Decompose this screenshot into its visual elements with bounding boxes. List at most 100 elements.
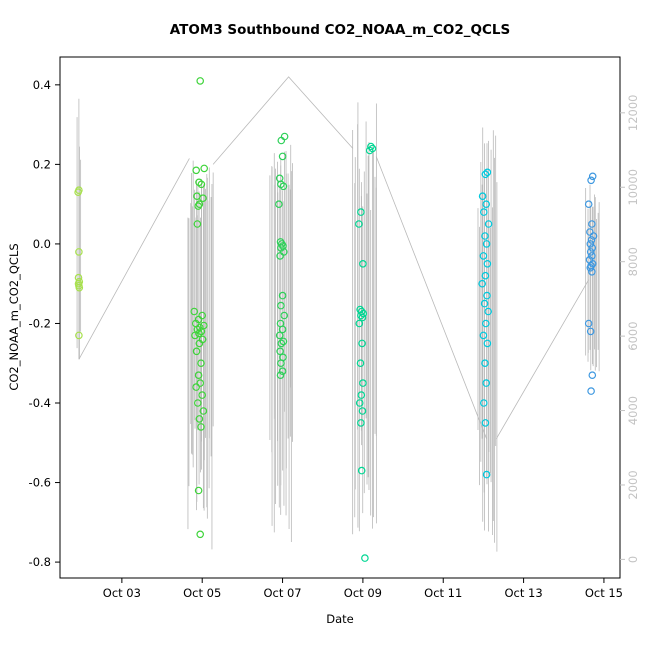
x-tick-label: Oct 05 <box>183 586 221 600</box>
data-point <box>194 399 202 407</box>
data-point <box>355 220 363 228</box>
data-point <box>356 359 365 368</box>
altitude-trace <box>212 76 354 165</box>
data-point <box>277 359 285 368</box>
data-point <box>195 329 203 338</box>
data-point <box>193 220 202 228</box>
data-point <box>197 423 205 431</box>
data-point <box>481 170 490 179</box>
data-point <box>280 311 289 320</box>
data-point <box>588 259 597 268</box>
data-point <box>484 220 493 228</box>
data-point <box>357 419 365 427</box>
data-point <box>588 267 596 276</box>
data-point <box>586 327 595 336</box>
data-point <box>367 142 375 151</box>
data-point <box>197 180 206 189</box>
data-point <box>192 166 201 175</box>
data-point <box>278 367 287 376</box>
y2-tick-label: 0 <box>626 556 640 563</box>
data-point <box>361 554 369 562</box>
data-point <box>483 291 491 300</box>
data-point <box>483 339 492 348</box>
data-point <box>275 200 283 209</box>
data-point <box>586 263 595 272</box>
data-point <box>195 178 203 187</box>
data-point <box>586 248 595 256</box>
data-point <box>586 240 595 248</box>
data-point <box>277 301 285 310</box>
data-point <box>197 327 206 336</box>
data-point <box>276 371 285 380</box>
data-point <box>365 146 374 155</box>
data-point <box>588 252 596 260</box>
data-point <box>75 331 83 340</box>
x-tick-label: Oct 09 <box>344 586 382 600</box>
altitude-trace <box>78 98 190 360</box>
x-tick-label: Oct 13 <box>504 586 542 600</box>
data-point <box>357 391 366 399</box>
data-point <box>196 379 205 387</box>
data-point <box>355 399 364 407</box>
data-point <box>191 331 199 340</box>
data-point <box>196 530 205 539</box>
data-point <box>278 291 287 300</box>
data-point <box>276 347 284 356</box>
y-tick-label: -0.8 <box>29 555 51 569</box>
data-point <box>482 470 491 479</box>
data-point <box>357 208 365 216</box>
data-point <box>587 176 595 185</box>
data-point <box>355 319 364 328</box>
data-point <box>190 307 199 316</box>
x-tick-label: Oct 15 <box>585 586 623 600</box>
data-point <box>200 164 209 173</box>
altitude-trace <box>375 156 487 439</box>
y-axis-label: CO2_NOAA_m_CO2_QCLS <box>7 243 21 391</box>
y2-tick-label: 4000 <box>626 396 640 425</box>
data-point <box>194 202 203 210</box>
data-point <box>481 232 489 240</box>
data-point <box>74 188 82 197</box>
x-tick-label: Oct 03 <box>103 586 141 600</box>
y-tick-label: 0.4 <box>33 78 51 92</box>
y2-tick-label: 2000 <box>626 470 640 499</box>
altitude-trace <box>495 279 590 440</box>
data-point <box>481 419 490 427</box>
data-point <box>584 319 593 328</box>
data-point <box>479 252 488 260</box>
data-point <box>192 383 201 391</box>
data-point <box>478 279 487 288</box>
data-point <box>276 252 284 260</box>
data-point <box>478 192 487 201</box>
data-point <box>279 337 288 346</box>
data-point <box>479 399 488 407</box>
data-point <box>358 313 367 322</box>
data-point <box>278 152 287 161</box>
data-point <box>482 379 491 387</box>
data-point <box>584 200 593 209</box>
y2-tick-label: 12000 <box>626 95 640 132</box>
data-point <box>194 371 203 380</box>
data-point <box>587 387 595 395</box>
data-point <box>483 168 492 177</box>
y-tick-label: 0.2 <box>33 157 51 171</box>
data-point <box>359 259 367 268</box>
data-point <box>587 236 596 244</box>
y-tick-label: 0.0 <box>33 237 51 251</box>
data-point <box>194 486 203 495</box>
data-point <box>198 391 207 399</box>
data-point <box>482 240 491 248</box>
data-point <box>479 208 488 216</box>
data-point <box>275 331 284 340</box>
x-tick-label: Oct 11 <box>424 586 462 600</box>
y-tick-label: -0.2 <box>29 316 51 330</box>
data-point <box>358 339 366 348</box>
data-point <box>359 379 367 387</box>
y2-tick-label: 6000 <box>626 321 640 350</box>
data-point <box>197 359 205 368</box>
y-tick-label: -0.4 <box>29 396 51 410</box>
data-point <box>588 244 597 252</box>
data-point <box>277 136 286 145</box>
data-point <box>278 325 287 334</box>
